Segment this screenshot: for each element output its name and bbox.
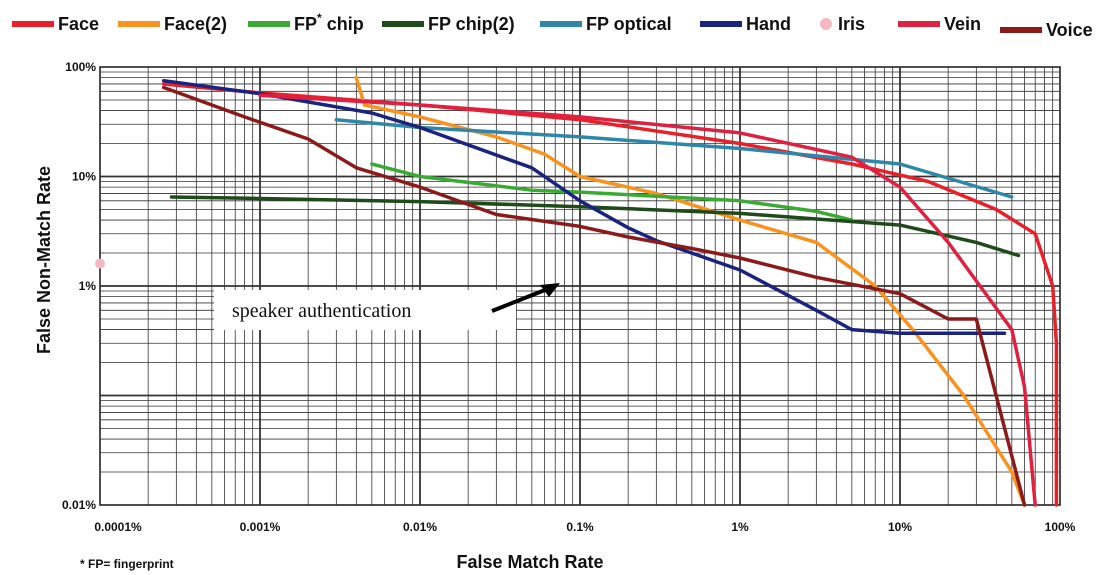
legend: Face Face(2) FP* chip FP chip(2) FP optical H… bbox=[12, 11, 1093, 40]
legend-label: FP* chip bbox=[294, 11, 364, 34]
x-tick-label: 10% bbox=[888, 520, 912, 534]
series-voice-line bbox=[161, 85, 1027, 507]
annotation-text: speaker authentication bbox=[232, 300, 411, 322]
legend-item-iris: Iris bbox=[820, 14, 865, 34]
series-face-2--line bbox=[354, 75, 1027, 507]
legend-label: Face(2) bbox=[164, 14, 227, 34]
legend-label: Face bbox=[58, 14, 99, 34]
legend-swatch bbox=[820, 18, 832, 30]
tick-labels: 0.0001% 0.001% 0.01% 0.1% 1% 10% 100% 100% 10% 1%… bbox=[62, 60, 1076, 534]
y-axis-title: False Non-Match Rate bbox=[34, 166, 54, 354]
series-vein-line bbox=[258, 93, 1037, 507]
legend-label: Hand bbox=[746, 14, 791, 34]
legend-label: FP optical bbox=[586, 14, 672, 34]
x-axis-title: False Match Rate bbox=[456, 552, 603, 572]
legend-item-face: Face bbox=[12, 14, 99, 34]
y-tick-label: 1% bbox=[79, 279, 97, 293]
x-tick-label: 0.01% bbox=[403, 520, 437, 534]
legend-item-voice: Voice bbox=[1000, 20, 1093, 40]
series-fp-optical-line bbox=[334, 117, 1014, 199]
legend-item-fp-optical: FP optical bbox=[540, 14, 672, 34]
annotation-box bbox=[214, 290, 516, 330]
series-hand-line bbox=[161, 78, 1007, 336]
annotation-speaker-authentication: speaker authentication bbox=[214, 283, 560, 330]
x-tick-label: 1% bbox=[731, 520, 749, 534]
series-iris-point bbox=[95, 258, 105, 269]
series-layer bbox=[95, 75, 1059, 507]
legend-item-vein: Vein bbox=[898, 14, 981, 34]
x-tick-label: 0.001% bbox=[240, 520, 281, 534]
legend-label: Iris bbox=[838, 14, 865, 34]
series-fp-chip-2--line bbox=[169, 195, 1021, 258]
legend-label: Voice bbox=[1046, 20, 1093, 40]
annotation-arrow-head bbox=[540, 283, 560, 297]
x-tick-label: 0.1% bbox=[566, 520, 594, 534]
x-tick-label: 100% bbox=[1045, 520, 1076, 534]
footnote: * FP= fingerprint bbox=[80, 557, 174, 571]
series-fp-chip-line bbox=[370, 162, 854, 222]
y-tick-label: 10% bbox=[72, 170, 96, 184]
legend-label: Vein bbox=[944, 14, 981, 34]
legend-item-hand: Hand bbox=[700, 14, 791, 34]
y-tick-label: 0.01% bbox=[62, 498, 96, 512]
legend-label: FP chip(2) bbox=[428, 14, 515, 34]
x-tick-label: 0.0001% bbox=[94, 520, 142, 534]
plot-grid bbox=[99, 66, 1061, 506]
legend-item-fp-chip-2-: FP chip(2) bbox=[382, 14, 515, 34]
legend-item-face-2-: Face(2) bbox=[118, 14, 227, 34]
annotation-arrow-shaft bbox=[491, 286, 551, 313]
y-tick-label: 100% bbox=[65, 60, 96, 74]
legend-item-fp-chip: FP* chip bbox=[248, 11, 364, 34]
